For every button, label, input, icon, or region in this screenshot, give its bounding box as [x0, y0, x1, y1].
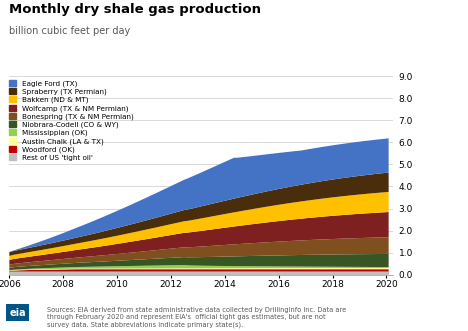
Text: billion cubic feet per day: billion cubic feet per day [9, 26, 131, 36]
Text: Sources: EIA derived from state administrative data collected by DrillingInfo In: Sources: EIA derived from state administ… [47, 307, 346, 328]
Text: Monthly dry shale gas production: Monthly dry shale gas production [9, 3, 261, 16]
Text: eia: eia [9, 308, 26, 318]
Legend: Eagle Ford (TX), Spraberry (TX Permian), Bakken (ND & MT), Wolfcamp (TX & NM Per: Eagle Ford (TX), Spraberry (TX Permian),… [9, 80, 134, 161]
